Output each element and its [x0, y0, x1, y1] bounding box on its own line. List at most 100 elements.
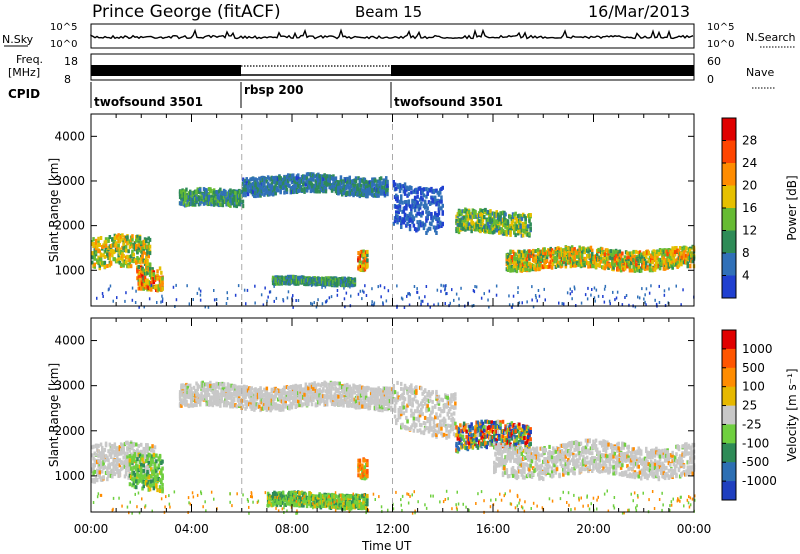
scatter-cell — [145, 271, 148, 276]
scatter-cell — [578, 256, 581, 261]
scatter-cell — [106, 264, 109, 268]
scatter-cell — [205, 201, 208, 206]
scatter-cell — [135, 467, 138, 472]
scatter-cell — [440, 199, 443, 204]
scatter-cell — [408, 227, 412, 232]
scatter-cell — [127, 463, 130, 468]
station-title: Prince George (fitACF) — [92, 2, 281, 22]
scatter-cell — [623, 255, 627, 260]
scatter-cell — [308, 178, 311, 183]
scatter-cell — [379, 191, 383, 196]
scatter-cell — [417, 207, 421, 212]
scatter-cell — [96, 459, 99, 464]
scatter-cell — [225, 202, 228, 207]
scatter-cell — [259, 177, 262, 182]
scatter-cell — [661, 253, 664, 258]
scatter-cell — [354, 176, 358, 181]
scatter-cell — [529, 213, 532, 217]
noise-cell — [511, 305, 513, 309]
scatter-cell — [560, 250, 564, 255]
scatter-cell — [470, 218, 473, 223]
scatter-cell — [259, 193, 262, 198]
scatter-cell — [138, 243, 142, 248]
scatter-cell — [351, 279, 354, 284]
scatter-cell — [238, 202, 241, 207]
scatter-cell — [460, 211, 463, 216]
scatter-cell — [212, 199, 216, 204]
scatter-cell — [337, 278, 340, 283]
scatter-cell — [633, 254, 637, 259]
scatter-cell — [418, 186, 422, 191]
scatter-cell — [602, 259, 605, 264]
scatter-cell — [290, 173, 294, 178]
scatter-cell — [374, 185, 378, 190]
scatter-cell — [113, 445, 117, 450]
scatter-cell — [128, 453, 132, 458]
scatter-cell — [142, 446, 145, 451]
scatter-cell — [265, 179, 269, 184]
scatter-cell — [471, 220, 475, 225]
scatter-cell — [101, 244, 104, 249]
scatter-cell — [102, 454, 105, 459]
scatter-cell — [645, 252, 648, 256]
scatter-cell — [457, 223, 461, 228]
scatter-cell — [137, 240, 140, 245]
scatter-cell — [243, 384, 246, 389]
scatter-cell — [437, 211, 441, 216]
scatter-cell — [131, 469, 134, 474]
scatter-cell — [140, 286, 143, 291]
scatter-cell — [102, 261, 105, 266]
scatter-cell — [101, 450, 104, 455]
scatter-cell — [403, 188, 407, 193]
scatter-cell — [222, 197, 226, 202]
scatter-cell — [558, 255, 561, 260]
noise-cell — [563, 302, 565, 306]
scatter-cell — [101, 478, 104, 482]
scatter-cell — [415, 187, 418, 192]
scatter-cell — [207, 192, 211, 197]
scatter-cell — [406, 221, 409, 226]
scatter-cell — [260, 191, 264, 196]
noise-cell — [573, 285, 576, 289]
scatter-cell — [633, 268, 637, 273]
scatter-cell — [205, 396, 208, 401]
scatter-cell — [294, 275, 297, 280]
scatter-cell — [435, 225, 438, 230]
noise-cell — [488, 289, 491, 293]
scatter-cell — [533, 256, 536, 261]
scatter-cell — [475, 222, 478, 227]
noise-cell — [328, 296, 331, 300]
scatter-cell — [366, 185, 369, 190]
noise-cell — [663, 289, 666, 293]
scatter-cell — [244, 193, 247, 198]
noise-cell — [654, 298, 656, 302]
noise-cell — [544, 298, 546, 302]
scatter-cell — [349, 184, 353, 189]
scatter-cell — [251, 189, 255, 194]
scatter-cell — [111, 446, 114, 451]
scatter-cell — [197, 393, 201, 398]
noise-cell — [634, 305, 637, 309]
scatter-cell — [506, 261, 510, 266]
scatter-cell — [122, 448, 125, 453]
scatter-cell — [636, 268, 639, 273]
scatter-cell — [671, 260, 674, 265]
scatter-cell — [500, 227, 503, 232]
scatter-cell — [618, 264, 622, 269]
scatter-cell — [420, 221, 423, 226]
scatter-cell — [398, 204, 402, 209]
noise-cell — [495, 284, 498, 288]
scatter-cell — [207, 400, 211, 404]
scatter-cell — [147, 286, 150, 291]
scatter-cell — [647, 257, 650, 262]
scatter-cell — [138, 464, 142, 469]
scatter-cell — [145, 473, 148, 478]
scatter-cell — [214, 390, 217, 395]
scatter-cell — [655, 253, 658, 258]
scatter-cell — [136, 469, 139, 474]
scatter-cell — [122, 259, 125, 264]
scatter-cell — [381, 181, 384, 186]
scatter-cell — [94, 238, 98, 243]
scatter-cell — [220, 399, 223, 404]
scatter-cell — [372, 188, 375, 193]
